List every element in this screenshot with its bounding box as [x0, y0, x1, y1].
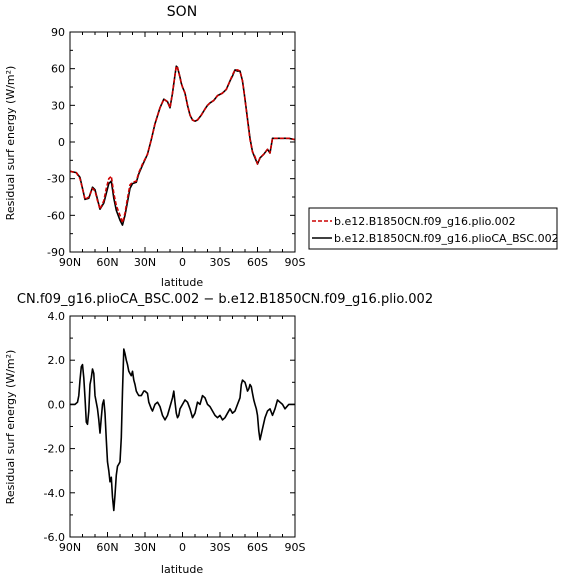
top-x-tick-label: 0 — [179, 256, 186, 269]
bottom-plot-frame — [69, 315, 296, 538]
bottom-x-tick-label: 30S — [210, 541, 231, 554]
top-x-tick-label: 60S — [247, 256, 268, 269]
top-series-line-0 — [69, 65, 296, 224]
top-x-tick-label: 90S — [285, 256, 306, 269]
top-y-tick-label: -30 — [47, 173, 65, 186]
bottom-series-lines — [70, 348, 295, 512]
top-x-tick-label: 90N — [59, 256, 81, 269]
top-x-tick-label: 30N — [134, 256, 156, 269]
top-y-tick-label: 30 — [51, 99, 65, 112]
top-x-axis-label: latitude — [161, 276, 203, 289]
top-axis-ticks: 90N 60N 30N 0 30S 60S 90S -90 -60 -30 0 30 60 90 — [47, 26, 305, 269]
top-y-tick-label: 90 — [51, 26, 65, 39]
bottom-x-tick-label: 90S — [285, 541, 306, 554]
legend-box — [308, 207, 558, 250]
bottom-x-tick-label: 30N — [134, 541, 156, 554]
bottom-chart-title: CN.f09_g16.plioCA_BSC.002 − b.e12.B1850C… — [17, 292, 433, 307]
top-x-tick-label: 30S — [210, 256, 231, 269]
top-chart-title: SON — [167, 4, 197, 20]
legend: b.e12.B1850CN.f09_g16.plio.002 b.e12.B18… — [308, 207, 559, 250]
bottom-y-tick-label: -4.0 — [44, 487, 65, 500]
bottom-y-tick-label: 2.0 — [48, 354, 66, 367]
top-plot-frame — [69, 31, 296, 253]
bottom-x-tick-label: 60N — [96, 541, 118, 554]
top-y-tick-label: 0 — [58, 136, 65, 149]
bottom-axis-ticks: 90N 60N 30N 0 30S 60S 90S -6.0 -4.0 -2.0 0.0 2.0 4.0 — [44, 310, 306, 554]
bottom-y-axis-label: Residual surf energy (W/m²) — [4, 350, 17, 505]
top-series-lines — [69, 65, 296, 226]
bottom-x-tick-label: 60S — [247, 541, 268, 554]
top-y-tick-label: 60 — [51, 63, 65, 76]
bottom-series-line-0 — [70, 348, 295, 512]
bottom-x-axis-label: latitude — [161, 563, 203, 576]
top-y-axis-label: Residual surf energy (W/m²) — [4, 66, 17, 221]
top-y-tick-label: -60 — [47, 209, 65, 222]
legend-label-plioCA-BSC: b.e12.B1850CN.f09_g16.plioCA_BSC.002 — [334, 232, 559, 245]
top-x-tick-label: 60N — [96, 256, 118, 269]
bottom-y-tick-label: -2.0 — [44, 443, 65, 456]
bottom-x-tick-label: 0 — [179, 541, 186, 554]
bottom-y-tick-label: 4.0 — [48, 310, 66, 323]
top-y-tick-label: -90 — [47, 246, 65, 259]
bottom-panel: CN.f09_g16.plioCA_BSC.002 − b.e12.B1850C… — [4, 292, 433, 576]
bottom-y-tick-label: -6.0 — [44, 531, 65, 544]
legend-label-plio: b.e12.B1850CN.f09_g16.plio.002 — [334, 215, 516, 228]
bottom-y-tick-label: 0.0 — [48, 398, 66, 411]
top-panel: SON 90N 60N 30N 0 30S 60S 90S-90-60-300306090 … — [4, 4, 306, 289]
bottom-x-tick-label: 90N — [59, 541, 81, 554]
